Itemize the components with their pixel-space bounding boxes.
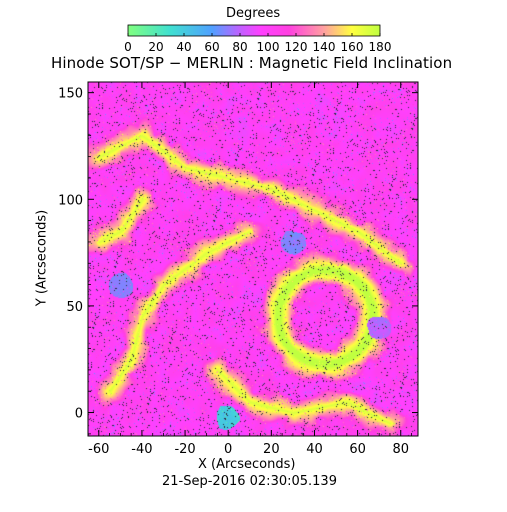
x-tick-label: -60 (88, 442, 109, 457)
x-tick-label: 60 (349, 442, 366, 457)
colorbar-ticks: 0 20 40 60 80 100 120 140 160 180 (124, 33, 391, 54)
y-tick-label: 100 (58, 193, 83, 208)
colorbar-tick-label: 40 (176, 40, 191, 54)
colorbar-tick-label: 160 (341, 40, 364, 54)
x-tick-label: 40 (306, 442, 323, 457)
colorbar-tick-label: 100 (257, 40, 280, 54)
colorbar (127, 24, 381, 37)
colorbar-tick-label: 60 (204, 40, 219, 54)
x-axis-label: X (Arcseconds) (198, 457, 296, 472)
heatmap-image (88, 82, 418, 436)
x-tick-label: 0 (224, 442, 232, 457)
heatmap-frame (88, 82, 418, 436)
plot-frame (87, 81, 419, 437)
colorbar-tick-label: 140 (313, 40, 336, 54)
colorbar-tick-label: 80 (232, 40, 247, 54)
y-tick-label: 0 (75, 407, 83, 422)
chart-title: Hinode SOT/SP − MERLIN : Magnetic Field … (51, 54, 453, 72)
colorbar-tick-label: 20 (148, 40, 163, 54)
x-tick-label: -40 (131, 442, 152, 457)
x-tick-label: -20 (174, 442, 195, 457)
y-axis: 0 50 100 150 (58, 87, 418, 435)
x-tick-label: 20 (263, 442, 280, 457)
x-tick-label: 80 (392, 442, 409, 457)
timestamp: 21-Sep-2016 02:30:05.139 (162, 474, 337, 489)
y-tick-label: 150 (58, 87, 83, 102)
colorbar-tick-label: 0 (124, 40, 132, 54)
colorbar-label: Degrees (226, 6, 281, 21)
colorbar-tick-label: 120 (285, 40, 308, 54)
y-tick-label: 50 (66, 300, 83, 315)
colorbar-tick-label: 180 (369, 40, 392, 54)
x-axis: -60 -40 -20 0 20 40 60 80 (87, 82, 412, 457)
